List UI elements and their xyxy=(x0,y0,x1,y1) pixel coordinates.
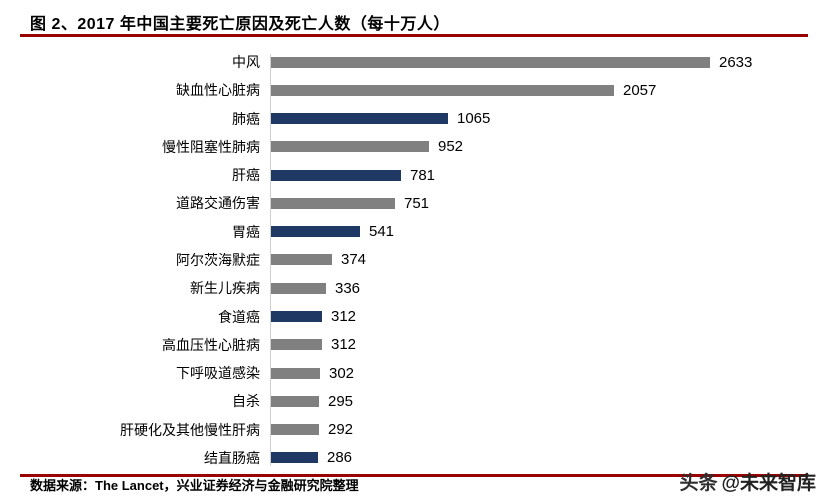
value-label: 312 xyxy=(331,308,357,326)
bar xyxy=(270,339,322,351)
bar-track: 302 xyxy=(270,365,354,382)
value-label: 541 xyxy=(369,223,395,241)
value-label: 751 xyxy=(404,194,430,212)
category-label: 下呼吸道感染 xyxy=(176,365,260,382)
value-label: 781 xyxy=(410,166,436,184)
bar xyxy=(270,254,332,266)
category-label: 肝癌 xyxy=(232,167,260,184)
value-label: 2633 xyxy=(719,53,753,71)
bar-track: 952 xyxy=(270,138,463,155)
value-label: 292 xyxy=(328,421,354,439)
category-label: 肝硬化及其他慢性肝病 xyxy=(120,421,260,438)
value-label: 336 xyxy=(335,279,361,297)
bar-track: 374 xyxy=(270,251,366,268)
category-label: 结直肠癌 xyxy=(204,449,260,466)
chart-title: 图 2、2017 年中国主要死亡原因及死亡人数（每十万人） xyxy=(30,16,450,33)
category-axis-line xyxy=(270,54,271,466)
category-label: 缺血性心脏病 xyxy=(176,82,260,99)
chart-row: 中风 2633 xyxy=(20,50,808,74)
category-label: 肺癌 xyxy=(232,110,260,127)
bar xyxy=(270,113,448,125)
bar-chart: 中风 2633 缺血性心脏病 2057 肺癌 1065 慢性阻塞性肺病 952 肝癌 781 道路交… xyxy=(20,50,808,470)
bar xyxy=(270,197,395,209)
bar-track: 541 xyxy=(270,223,394,240)
bar-track: 295 xyxy=(270,393,353,410)
value-label: 1065 xyxy=(457,110,491,128)
category-label: 阿尔茨海默症 xyxy=(176,251,260,268)
bar-track: 286 xyxy=(270,449,352,466)
chart-row: 自杀 295 xyxy=(20,389,808,413)
chart-row: 慢性阻塞性肺病 952 xyxy=(20,135,808,159)
value-label: 374 xyxy=(341,251,367,269)
watermark: 头条 @未来智库 xyxy=(679,468,816,495)
category-label: 道路交通伤害 xyxy=(176,195,260,212)
bar-track: 312 xyxy=(270,336,356,353)
chart-row: 下呼吸道感染 302 xyxy=(20,361,808,385)
category-label: 新生儿疾病 xyxy=(190,280,260,297)
bar xyxy=(270,226,360,238)
category-label: 自杀 xyxy=(232,393,260,410)
chart-row: 胃癌 541 xyxy=(20,220,808,244)
category-label: 食道癌 xyxy=(218,308,260,325)
chart-row: 肝癌 781 xyxy=(20,163,808,187)
bar xyxy=(270,169,401,181)
bar xyxy=(270,141,429,153)
chart-row: 肝硬化及其他慢性肝病 292 xyxy=(20,418,808,442)
data-source: 数据来源：The Lancet，兴业证券经济与金融研究院整理 xyxy=(30,478,359,493)
bar-track: 292 xyxy=(270,421,353,438)
category-label: 慢性阻塞性肺病 xyxy=(162,138,260,155)
bar-track: 781 xyxy=(270,167,435,184)
category-label: 胃癌 xyxy=(232,223,260,240)
value-label: 952 xyxy=(438,138,464,156)
chart-row: 缺血性心脏病 2057 xyxy=(20,78,808,102)
bar-track: 751 xyxy=(270,195,429,212)
category-label: 高血压性心脏病 xyxy=(162,336,260,353)
bar xyxy=(270,395,319,407)
chart-row: 食道癌 312 xyxy=(20,305,808,329)
watermark-handle: @未来智库 xyxy=(721,473,816,494)
watermark-toutiao-logo: 头条 xyxy=(679,473,718,494)
chart-row: 道路交通伤害 751 xyxy=(20,191,808,215)
bar xyxy=(270,56,710,68)
bar xyxy=(270,311,322,323)
bar-track: 2633 xyxy=(270,54,752,71)
chart-row: 高血压性心脏病 312 xyxy=(20,333,808,357)
value-label: 312 xyxy=(331,336,357,354)
value-label: 2057 xyxy=(623,81,657,99)
bar-track: 312 xyxy=(270,308,356,325)
bar-track: 336 xyxy=(270,280,360,297)
category-label: 中风 xyxy=(232,54,260,70)
bar xyxy=(270,84,614,96)
bar xyxy=(270,367,320,379)
bar xyxy=(270,282,326,294)
chart-row: 结直肠癌 286 xyxy=(20,446,808,470)
bar-track: 1065 xyxy=(270,110,490,127)
title-divider xyxy=(20,34,808,37)
bar xyxy=(270,452,318,464)
value-label: 302 xyxy=(329,364,355,382)
chart-row: 新生儿疾病 336 xyxy=(20,276,808,300)
footer-divider xyxy=(20,474,808,477)
chart-row: 阿尔茨海默症 374 xyxy=(20,248,808,272)
value-label: 286 xyxy=(327,449,353,467)
chart-row: 肺癌 1065 xyxy=(20,107,808,131)
bar-track: 2057 xyxy=(270,82,656,99)
bar xyxy=(270,424,319,436)
value-label: 295 xyxy=(328,392,354,410)
